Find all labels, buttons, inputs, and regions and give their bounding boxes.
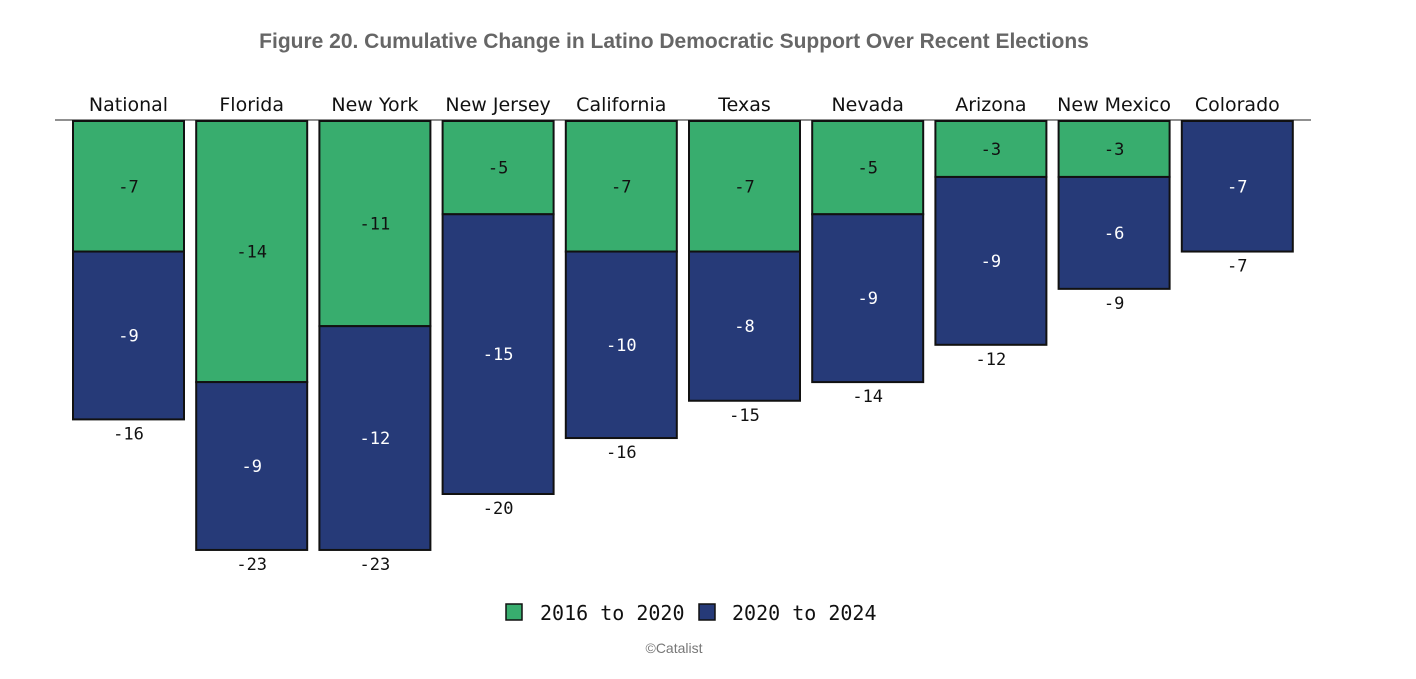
segment-value-label: -9 [118, 326, 138, 346]
bar-segment [811, 213, 925, 384]
bar-segment [811, 120, 925, 216]
bar-segment [688, 120, 801, 253]
category-label: Texas [717, 94, 771, 116]
total-value-label: -9 [1104, 294, 1124, 314]
segment-value-label: -5 [857, 159, 877, 179]
segment-value-label: -11 [360, 215, 391, 235]
total-value-label: -14 [852, 387, 883, 407]
bar-segment [934, 120, 1048, 178]
category-label: Nevada [831, 94, 904, 116]
bar-segment [934, 175, 1048, 346]
segment-value-label: -14 [236, 243, 267, 263]
total-value-label: -15 [729, 406, 760, 426]
bar-segment [564, 120, 678, 253]
legend-swatch [698, 603, 716, 621]
bar-segment [72, 250, 185, 421]
bar-segment [318, 120, 432, 328]
legend-label: 2020 to 2024 [732, 601, 877, 625]
bar-segment [441, 213, 555, 495]
segment-value-label: -7 [611, 177, 631, 197]
segment-value-label: -7 [734, 177, 754, 197]
bar-segment [1057, 120, 1171, 178]
segment-value-label: -9 [981, 252, 1001, 272]
segment-value-label: -5 [488, 159, 508, 179]
legend-label: 2016 to 2020 [540, 601, 685, 625]
category-label: National [89, 94, 168, 116]
bar-segment [1057, 175, 1171, 290]
segment-value-label: -3 [981, 140, 1001, 160]
segment-value-label: -8 [734, 317, 754, 337]
bar-segment [688, 250, 801, 402]
segment-value-label: -10 [606, 336, 637, 356]
bar-segment [318, 325, 432, 551]
total-value-label: -12 [976, 350, 1007, 370]
category-label: Colorado [1195, 94, 1280, 116]
total-value-label: -16 [606, 443, 637, 463]
segment-value-label: -7 [118, 177, 138, 197]
segment-value-label: -3 [1104, 140, 1124, 160]
credit-text: ©Catalist [645, 640, 703, 656]
bar-segment [195, 381, 309, 551]
segment-value-label: -12 [360, 429, 391, 449]
segment-value-label: -15 [483, 345, 514, 365]
bar-segment [564, 250, 678, 440]
total-value-label: -16 [113, 424, 144, 444]
total-value-label: -20 [483, 499, 514, 519]
segment-value-label: -9 [241, 457, 261, 477]
category-label: Arizona [955, 94, 1026, 116]
segment-value-label: -6 [1104, 224, 1124, 244]
category-label: New Mexico [1057, 94, 1171, 116]
segment-value-label: -9 [857, 289, 877, 309]
bar-segment [441, 120, 555, 216]
bar-segment [1180, 120, 1294, 253]
total-value-label: -7 [1227, 257, 1247, 277]
bar-segment [72, 120, 185, 253]
total-value-label: -23 [236, 555, 267, 575]
category-label: Florida [219, 94, 284, 116]
segment-value-label: -7 [1227, 177, 1247, 197]
legend-swatch [505, 603, 523, 621]
total-value-label: -23 [360, 555, 391, 575]
bar-segment [195, 120, 309, 384]
chart-title: Figure 20. Cumulative Change in Latino D… [259, 30, 1089, 53]
category-label: California [576, 94, 666, 116]
category-label: New York [331, 94, 418, 116]
category-label: New Jersey [445, 94, 550, 116]
